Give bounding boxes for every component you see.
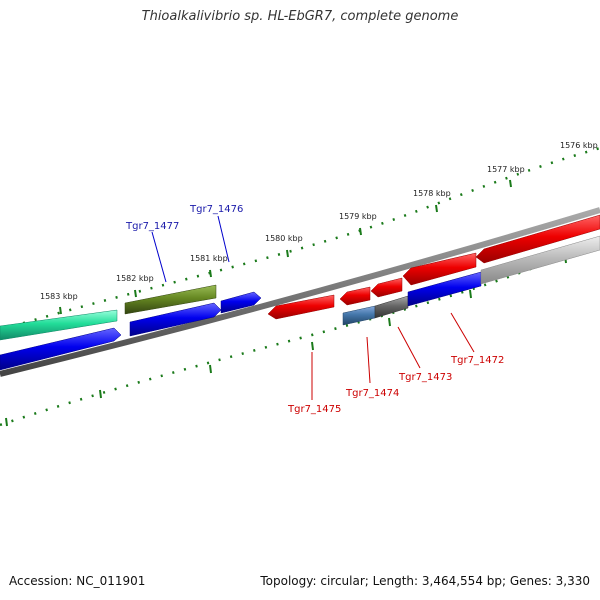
gene-label[interactable]: Tgr7_1475	[287, 404, 341, 415]
gene-label[interactable]: Tgr7_1472	[450, 355, 504, 366]
tick-mark	[311, 341, 314, 351]
gene-label[interactable]: Tgr7_1474	[345, 388, 399, 399]
tick-label: 1579 kbp	[339, 212, 377, 221]
tick-mark	[99, 389, 102, 399]
reverse-strand-genes	[0, 235, 600, 371]
leader-line	[450, 312, 475, 353]
forward-strand-genes	[0, 214, 600, 341]
tick-mark	[388, 317, 391, 327]
leader-line	[151, 231, 167, 283]
tick-label: 1576 kbp	[560, 141, 598, 150]
tick-label: 1577 kbp	[487, 165, 525, 174]
leader-line	[217, 215, 230, 263]
gene-red-1[interactable]	[267, 294, 335, 320]
tick-mark	[469, 289, 472, 299]
leader-line	[397, 326, 421, 369]
tick-label: 1583 kbp	[40, 292, 78, 301]
tick-mark	[509, 179, 512, 188]
gene-blue-tgr7-1476[interactable]	[220, 291, 262, 314]
gene-blue-2[interactable]	[129, 302, 222, 337]
tick-mark	[209, 364, 212, 374]
gene-labels: Tgr7_1476 Tgr7_1477 Tgr7_1472 Tgr7_1473 …	[125, 204, 504, 415]
tick-label: 1580 kbp	[265, 234, 303, 243]
gene-teal[interactable]	[0, 309, 118, 341]
tick-mark	[359, 227, 362, 236]
tick-mark	[286, 249, 289, 258]
gene-olive-tgr7-1477[interactable]	[124, 284, 217, 315]
gene-lightgray[interactable]	[480, 235, 600, 285]
genome-summary-text: Topology: circular; Length: 3,464,554 bp…	[260, 574, 590, 588]
accession-text: Accession: NC_011901	[9, 574, 146, 588]
inner-ruler	[0, 240, 600, 427]
tick-mark	[435, 204, 438, 213]
gene-darkgray-tgr7-1473[interactable]	[374, 295, 409, 319]
tick-mark	[59, 306, 62, 315]
tick-mark	[5, 417, 8, 427]
gene-red-4[interactable]	[402, 252, 477, 286]
leader-line	[366, 336, 371, 384]
gene-blue-left[interactable]	[0, 327, 122, 371]
gene-label[interactable]: Tgr7_1473	[398, 372, 452, 383]
tick-label: 1581 kbp	[190, 254, 228, 263]
gene-label[interactable]: Tgr7_1477	[125, 221, 179, 232]
tick-mark	[209, 269, 212, 278]
gene-red-5[interactable]	[475, 214, 600, 264]
genome-backbone	[0, 207, 600, 377]
tick-label: 1582 kbp	[116, 274, 154, 283]
tick-mark	[134, 289, 137, 298]
tick-label: 1578 kbp	[413, 189, 451, 198]
outer-ruler	[0, 146, 600, 332]
gene-red-2[interactable]	[339, 286, 371, 306]
label-leaders	[151, 215, 475, 400]
map-title: Thioalkalivibrio sp. HL-EbGR7, complete …	[141, 9, 459, 24]
tick-labels: 1576 kbp 1577 kbp 1578 kbp 1579 kbp 1580…	[40, 141, 598, 301]
gene-red-3[interactable]	[370, 277, 403, 298]
gene-blue-tgr7-1472[interactable]	[407, 271, 482, 307]
gene-label[interactable]: Tgr7_1476	[189, 204, 243, 215]
outer-ruler-dots	[0, 146, 600, 332]
